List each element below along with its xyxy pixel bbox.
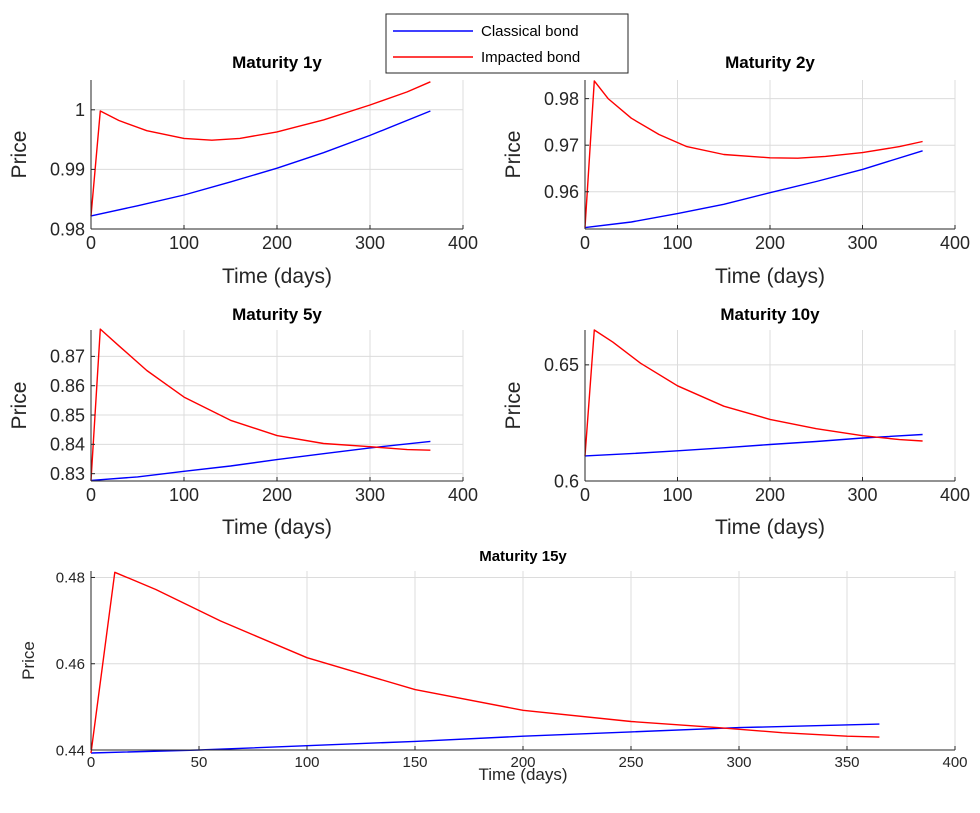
subplot-2: 0 100 200 300 400 0.96 0.97 0.98 Maturity 2y Time…	[502, 53, 970, 288]
chart-title: Maturity 1y	[232, 53, 322, 72]
x-axis-label: Time (days)	[222, 265, 332, 288]
y-tick-label: 0.44	[56, 742, 85, 759]
x-tick-label: 0	[580, 485, 590, 505]
x-axis-label: Time (days)	[715, 516, 825, 539]
series-line-impacted-bond	[90, 571, 880, 754]
y-tick-label: 0.6	[554, 471, 579, 491]
y-tick-label: 0.85	[50, 405, 85, 425]
y-tick-label: 0.84	[50, 435, 85, 455]
x-tick-label: 200	[510, 754, 535, 771]
x-tick-label: 300	[726, 754, 751, 771]
x-tick-label: 400	[942, 754, 967, 771]
chart-title: Maturity 15y	[479, 548, 567, 565]
y-tick-label: 0.83	[50, 464, 85, 484]
x-tick-label: 0	[86, 485, 96, 505]
x-tick-label: 200	[755, 485, 785, 505]
x-tick-label: 100	[169, 485, 199, 505]
chart-title: Maturity 2y	[725, 53, 815, 72]
y-axis-label: Price	[19, 641, 38, 680]
x-tick-label: 200	[262, 485, 292, 505]
subplot-5: 0 50 100 150 200 250 300 350 400 0.44 0.46 0.48 Matu…	[19, 548, 968, 784]
y-tick-label: 0.99	[50, 160, 85, 180]
y-tick-label: 0.87	[50, 347, 85, 367]
series-line-classical-bond	[584, 433, 923, 457]
series-line-impacted-bond	[584, 80, 923, 228]
x-tick-label: 300	[847, 485, 877, 505]
x-tick-label: 400	[448, 485, 478, 505]
x-tick-label: 300	[847, 233, 877, 253]
x-tick-label: 100	[294, 754, 319, 771]
x-tick-label: 100	[662, 485, 692, 505]
subplot-1: 0 100 200 300 400 0.98 0.99 1 Maturity 1y Time (d…	[8, 53, 478, 288]
x-tick-label: 200	[755, 233, 785, 253]
x-tick-label: 200	[262, 233, 292, 253]
series-line-impacted-bond	[90, 81, 431, 216]
y-tick-label: 0.97	[544, 135, 579, 155]
x-tick-label: 0	[87, 754, 95, 771]
y-axis-label: Price	[8, 382, 31, 430]
y-tick-label: 0.96	[544, 182, 579, 202]
y-tick-label: 0.98	[50, 219, 85, 239]
x-tick-label: 100	[662, 233, 692, 253]
x-tick-label: 300	[355, 233, 385, 253]
legend-label: Impacted bond	[481, 49, 580, 66]
series-line-impacted-bond	[90, 328, 431, 481]
x-tick-label: 50	[191, 754, 208, 771]
y-tick-label: 0.98	[544, 89, 579, 109]
y-tick-label: 0.48	[56, 570, 85, 587]
x-tick-label: 350	[834, 754, 859, 771]
y-axis-label: Price	[502, 131, 525, 179]
x-tick-label: 250	[618, 754, 643, 771]
chart-title: Maturity 10y	[720, 305, 820, 324]
x-tick-label: 400	[940, 233, 970, 253]
series-line-classical-bond	[90, 440, 431, 482]
x-tick-label: 300	[355, 485, 385, 505]
x-tick-label: 150	[402, 754, 427, 771]
subplot-3: 0 100 200 300 400 0.83 0.84 0.85 0.86 0.87 Maturit…	[8, 305, 478, 539]
series-line-classical-bond	[90, 110, 431, 217]
y-tick-label: 0.46	[56, 656, 85, 673]
legend-box	[385, 13, 629, 74]
y-tick-label: 1	[75, 100, 85, 120]
legend: Classical bond Impacted bond	[385, 13, 629, 74]
y-axis-label: Price	[8, 131, 31, 179]
x-axis-label: Time (days)	[222, 516, 332, 539]
x-tick-label: 400	[940, 485, 970, 505]
series-line-classical-bond	[584, 150, 923, 229]
y-tick-label: 0.86	[50, 376, 85, 396]
x-axis-label: Time (days)	[478, 765, 567, 784]
y-axis-label: Price	[502, 382, 525, 430]
legend-label: Classical bond	[481, 23, 579, 40]
y-tick-label: 0.65	[544, 355, 579, 375]
series-line-impacted-bond	[584, 329, 923, 456]
x-tick-label: 0	[580, 233, 590, 253]
x-tick-label: 400	[448, 233, 478, 253]
x-axis-label: Time (days)	[715, 265, 825, 288]
subplot-4: 0 100 200 300 400 0.6 0.65 Maturity 10y Time (da…	[502, 305, 970, 539]
chart-title: Maturity 5y	[232, 305, 322, 324]
x-tick-label: 0	[86, 233, 96, 253]
x-tick-label: 100	[169, 233, 199, 253]
